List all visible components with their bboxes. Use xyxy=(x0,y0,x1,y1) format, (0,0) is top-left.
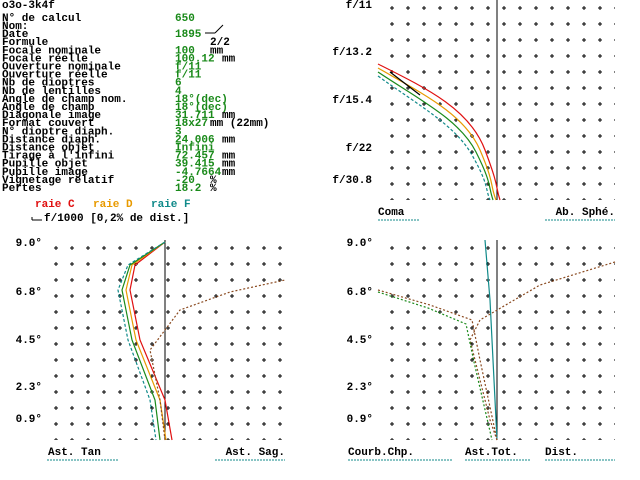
row-label: Angle de champ nom. xyxy=(2,94,127,106)
row-unit: mm xyxy=(210,45,224,57)
axis-label: f/15.4 xyxy=(332,95,372,107)
row-unit: mm xyxy=(222,53,236,65)
row-value: 18°(dec) xyxy=(175,94,228,106)
row-label: Pupille image xyxy=(2,167,88,179)
row-label: Diagonale image xyxy=(2,110,101,122)
axis-label: f/11 xyxy=(346,0,373,12)
row-value: -4.7664 xyxy=(175,167,222,179)
ast-curves xyxy=(117,241,286,441)
row-label: N° de calcul xyxy=(2,13,82,25)
legend-item: raie F xyxy=(151,199,191,211)
row-unit: mm xyxy=(222,110,236,122)
row-label: Date xyxy=(2,29,29,41)
row-value: 72.457 xyxy=(175,151,215,163)
row-value: 4 xyxy=(175,86,182,98)
row-label: Format couvert xyxy=(2,118,94,130)
row-unit: % xyxy=(210,183,217,195)
coma-curves xyxy=(377,63,501,201)
row-value: -20 xyxy=(175,175,195,187)
row-label: Vignetage relatif xyxy=(2,175,115,187)
scale-note: f/1000 [0,2% de dist.] xyxy=(44,213,189,225)
row-value: f/11 xyxy=(175,62,202,74)
row-label: Pertes xyxy=(2,183,42,195)
caption: Ab. Sphé. xyxy=(556,207,615,219)
row-label: Angle de champ xyxy=(2,102,95,114)
title: o3o-3k4f xyxy=(2,0,55,12)
axis-label: 4.5° xyxy=(16,335,42,347)
row-value: 1895 xyxy=(175,29,202,41)
row-label: Nom: xyxy=(2,21,28,33)
row-unit: mm xyxy=(222,167,236,179)
row-value: Infini xyxy=(175,143,215,155)
caption: Ast. Tan xyxy=(48,447,101,459)
caption: Dist. xyxy=(545,447,578,459)
caption: Courb.Chp. xyxy=(348,447,414,459)
row-value: 3 xyxy=(175,126,182,138)
axis-label: 6.8° xyxy=(16,287,42,299)
row-value: 24.006 xyxy=(175,134,215,146)
row-unit: 2/2 xyxy=(210,37,230,49)
row-unit: mm xyxy=(222,151,236,163)
row-label: N° dioptre diaph. xyxy=(2,126,114,138)
row-value: f/11 xyxy=(175,70,202,82)
row-unit: mm xyxy=(222,159,236,171)
row-value: 6 xyxy=(175,78,182,90)
axis-label: 0.9° xyxy=(16,414,42,426)
row-label: Ouverture réelle xyxy=(2,70,108,82)
scale-glyph xyxy=(31,217,42,221)
caption: Ast. Sag. xyxy=(226,447,285,459)
axis-label: 2.3° xyxy=(16,382,42,394)
row-label: Pupille objet xyxy=(2,159,88,171)
axis-label: 2.3° xyxy=(347,382,373,394)
row-value: 31.711 xyxy=(175,110,215,122)
row-unit: % xyxy=(210,175,217,187)
row-unit: mm (22mm) xyxy=(210,118,269,130)
row-value: 39.415 xyxy=(175,159,215,171)
legend-item: raie D xyxy=(93,199,133,211)
row-label: Nb de lentilles xyxy=(2,86,101,98)
row-label: Tirage à l'infini xyxy=(2,151,115,163)
axis-label: 4.5° xyxy=(347,335,373,347)
row-label: Nb de dioptres xyxy=(2,78,94,90)
caption: Ast.Tot. xyxy=(465,447,518,459)
legend-item: raie C xyxy=(35,199,75,211)
row-label: Focale réelle xyxy=(2,53,88,65)
caption: Coma xyxy=(378,207,405,219)
ast-grid xyxy=(47,240,285,440)
row-label: Formule xyxy=(2,37,49,49)
row-value: 18°(dec) xyxy=(175,102,228,114)
row-unit: mm xyxy=(222,134,236,146)
row-value: 18x27 xyxy=(175,118,208,130)
row-value: 18.2 xyxy=(175,183,201,195)
row-label: Ouverture nominale xyxy=(2,62,121,74)
row-label: Distance diaph. xyxy=(2,134,101,146)
axis-label: 9.0° xyxy=(16,238,42,250)
axis-label: 9.0° xyxy=(347,238,373,250)
axis-label: f/13.2 xyxy=(332,47,372,59)
row-value: 100.12 xyxy=(175,53,215,65)
row-label: Focale nominale xyxy=(2,45,101,57)
row-value: 100 xyxy=(175,45,195,57)
caption-underlines xyxy=(47,219,615,461)
axis-label: 6.8° xyxy=(347,287,373,299)
name-glyph xyxy=(205,24,224,34)
field-curves xyxy=(377,239,616,441)
axis-label: f/22 xyxy=(346,143,372,155)
row-label: Distance objet xyxy=(2,143,94,155)
axis-label: 0.9° xyxy=(347,414,373,426)
row-value: 650 xyxy=(175,13,195,25)
axis-label: f/30.8 xyxy=(332,175,372,187)
